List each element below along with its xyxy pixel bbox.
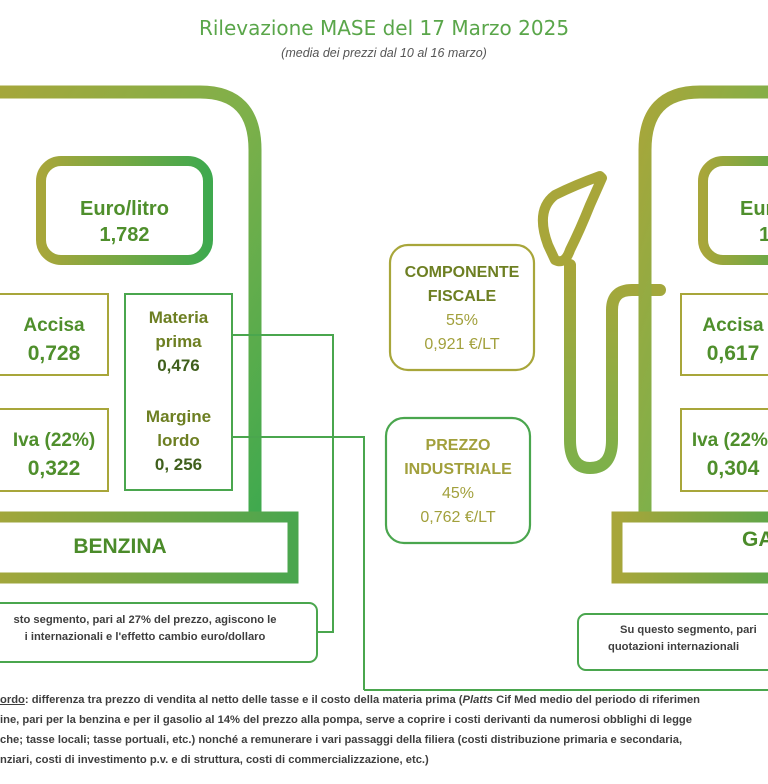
benzina-note-line-2: i internazionali e l'effetto cambio euro… xyxy=(24,631,266,643)
page-subtitle: (media dei prezzi dal 10 al 16 marzo) xyxy=(281,46,487,60)
benzina-price: Euro/litro 1,782 xyxy=(46,196,203,248)
footer-line-2: ine, pari per la benzina e per il gasoli… xyxy=(0,714,692,726)
componente-fiscale: COMPONENTE FISCALE 55% 0,921 €/LT xyxy=(390,261,534,357)
benzina-price-label: Euro/litro xyxy=(80,198,169,220)
gasolio-name: GA xyxy=(742,528,768,551)
fiscale-label-2: FISCALE xyxy=(427,288,497,305)
benzina-iva: Iva (22%) 0,322 xyxy=(0,427,108,483)
footer-line-1b: Cif Med medio del periodo di riferimen xyxy=(493,694,701,706)
page-title: Rilevazione MASE del 17 Marzo 2025 xyxy=(198,16,570,40)
industriale-pct: 45% xyxy=(441,485,475,502)
benzina-accisa-value: 0,728 xyxy=(27,342,81,365)
industriale-value: 0,762 €/LT xyxy=(420,509,496,526)
benzina-name: BENZINA xyxy=(73,535,167,558)
benzina-note: sto segmento, pari al 27% del prezzo, ag… xyxy=(0,612,305,646)
footer-platts: Platts xyxy=(462,694,494,706)
materia-label-2: prima xyxy=(155,332,202,351)
benzina-price-value: 1,782 xyxy=(99,224,150,246)
gasolio-accisa: Accisa 0,617 xyxy=(688,312,768,368)
gasolio-accisa-value: 0,617 xyxy=(706,342,760,365)
gasolio-pump-outline xyxy=(638,85,768,527)
prezzo-industriale: PREZZO INDUSTRIALE 45% 0,762 €/LT xyxy=(386,434,530,530)
benzina-materia-prima: Materia prima 0,476 xyxy=(125,306,232,378)
gasolio-price-label: Eur xyxy=(740,198,768,220)
fiscale-value: 0,921 €/LT xyxy=(424,336,500,353)
footer-line-1a: : differenza tra prezzo di vendita al ne… xyxy=(24,694,463,706)
footer-line-4: nziari, costi di investimento p.v. e di … xyxy=(0,754,429,766)
gasolio-iva-value: 0,304 xyxy=(706,457,760,480)
gasolio-base xyxy=(611,511,768,584)
footer-term: ordo xyxy=(0,694,25,706)
margine-label-2: lordo xyxy=(157,431,200,450)
gasolio-iva: Iva (22%) 0,304 xyxy=(688,427,768,483)
fiscale-label-1: COMPONENTE xyxy=(404,264,520,281)
benzina-iva-value: 0,322 xyxy=(27,457,81,480)
gasolio-accisa-label: Accisa xyxy=(702,315,764,336)
footer-line-1: ordo: differenza tra prezzo di vendita a… xyxy=(0,690,700,710)
gasolio-note-line-2: quotazioni internazionali xyxy=(608,641,740,653)
gasolio-note-line-1: Su questo segmento, pari xyxy=(620,624,757,636)
fuel-nozzle xyxy=(537,171,607,267)
margine-label-1: Margine xyxy=(145,407,212,426)
industriale-label-1: PREZZO xyxy=(425,437,491,454)
fuel-hose xyxy=(564,259,666,475)
footer-line-3: che; tasse locali; tasse portuali, etc.)… xyxy=(0,734,683,746)
benzina-base xyxy=(0,511,299,584)
benzina-pump-outline xyxy=(0,85,262,527)
benzina-accisa: Accisa 0,728 xyxy=(0,312,108,368)
benzina-margine-lordo: Margine lordo 0, 256 xyxy=(125,405,232,477)
materia-label-1: Materia xyxy=(148,308,209,327)
componente-fiscale-box xyxy=(388,243,536,372)
benzina-note-line-1: sto segmento, pari al 27% del prezzo, ag… xyxy=(13,614,277,626)
benzina-price-screen xyxy=(36,156,213,265)
gasolio-price: Eur 1 xyxy=(738,196,768,248)
benzina-iva-label: Iva (22%) xyxy=(12,430,96,451)
prezzo-industriale-box xyxy=(384,416,532,545)
gasolio-price-screen xyxy=(698,156,768,265)
gasolio-price-value: 1 xyxy=(759,224,768,246)
gasolio-iva-label: Iva (22%) xyxy=(691,430,768,451)
industriale-label-2: INDUSTRIALE xyxy=(404,461,512,478)
benzina-accisa-label: Accisa xyxy=(23,315,85,336)
gasolio-note: Su questo segmento, pari quotazioni inte… xyxy=(608,622,768,656)
fiscale-pct: 55% xyxy=(445,312,479,329)
materia-value: 0,476 xyxy=(157,356,200,375)
margine-value: 0, 256 xyxy=(154,455,203,474)
